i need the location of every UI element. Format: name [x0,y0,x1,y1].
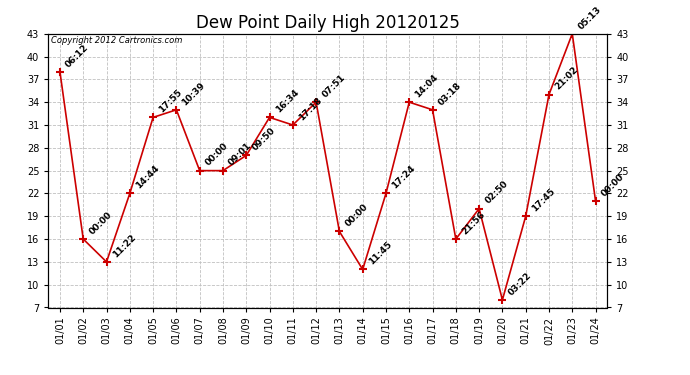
Text: 11:45: 11:45 [367,240,393,267]
Text: 17:45: 17:45 [530,187,557,213]
Text: 17:55: 17:55 [157,88,184,115]
Title: Dew Point Daily High 20120125: Dew Point Daily High 20120125 [196,14,460,32]
Text: 10:39: 10:39 [181,80,207,107]
Text: 07:51: 07:51 [320,73,347,99]
Text: 14:44: 14:44 [134,164,161,190]
Text: 03:22: 03:22 [506,271,533,297]
Text: 00:00: 00:00 [344,202,370,229]
Text: 03:18: 03:18 [437,81,463,107]
Text: Copyright 2012 Cartronics.com: Copyright 2012 Cartronics.com [51,36,182,45]
Text: 05:13: 05:13 [576,4,603,31]
Text: 17:18: 17:18 [297,96,324,122]
Text: 21:56: 21:56 [460,210,486,236]
Text: 09:01: 09:01 [227,141,254,168]
Text: 17:24: 17:24 [390,164,417,190]
Text: 06:12: 06:12 [64,42,90,69]
Text: 00:00: 00:00 [88,210,114,236]
Text: 02:50: 02:50 [483,180,510,206]
Text: 00:00: 00:00 [204,142,230,168]
Text: 00:00: 00:00 [600,172,626,198]
Text: 11:22: 11:22 [110,232,137,259]
Text: 16:34: 16:34 [274,88,300,115]
Text: 21:02: 21:02 [553,65,580,92]
Text: 09:50: 09:50 [250,126,277,153]
Text: 14:04: 14:04 [413,73,440,99]
